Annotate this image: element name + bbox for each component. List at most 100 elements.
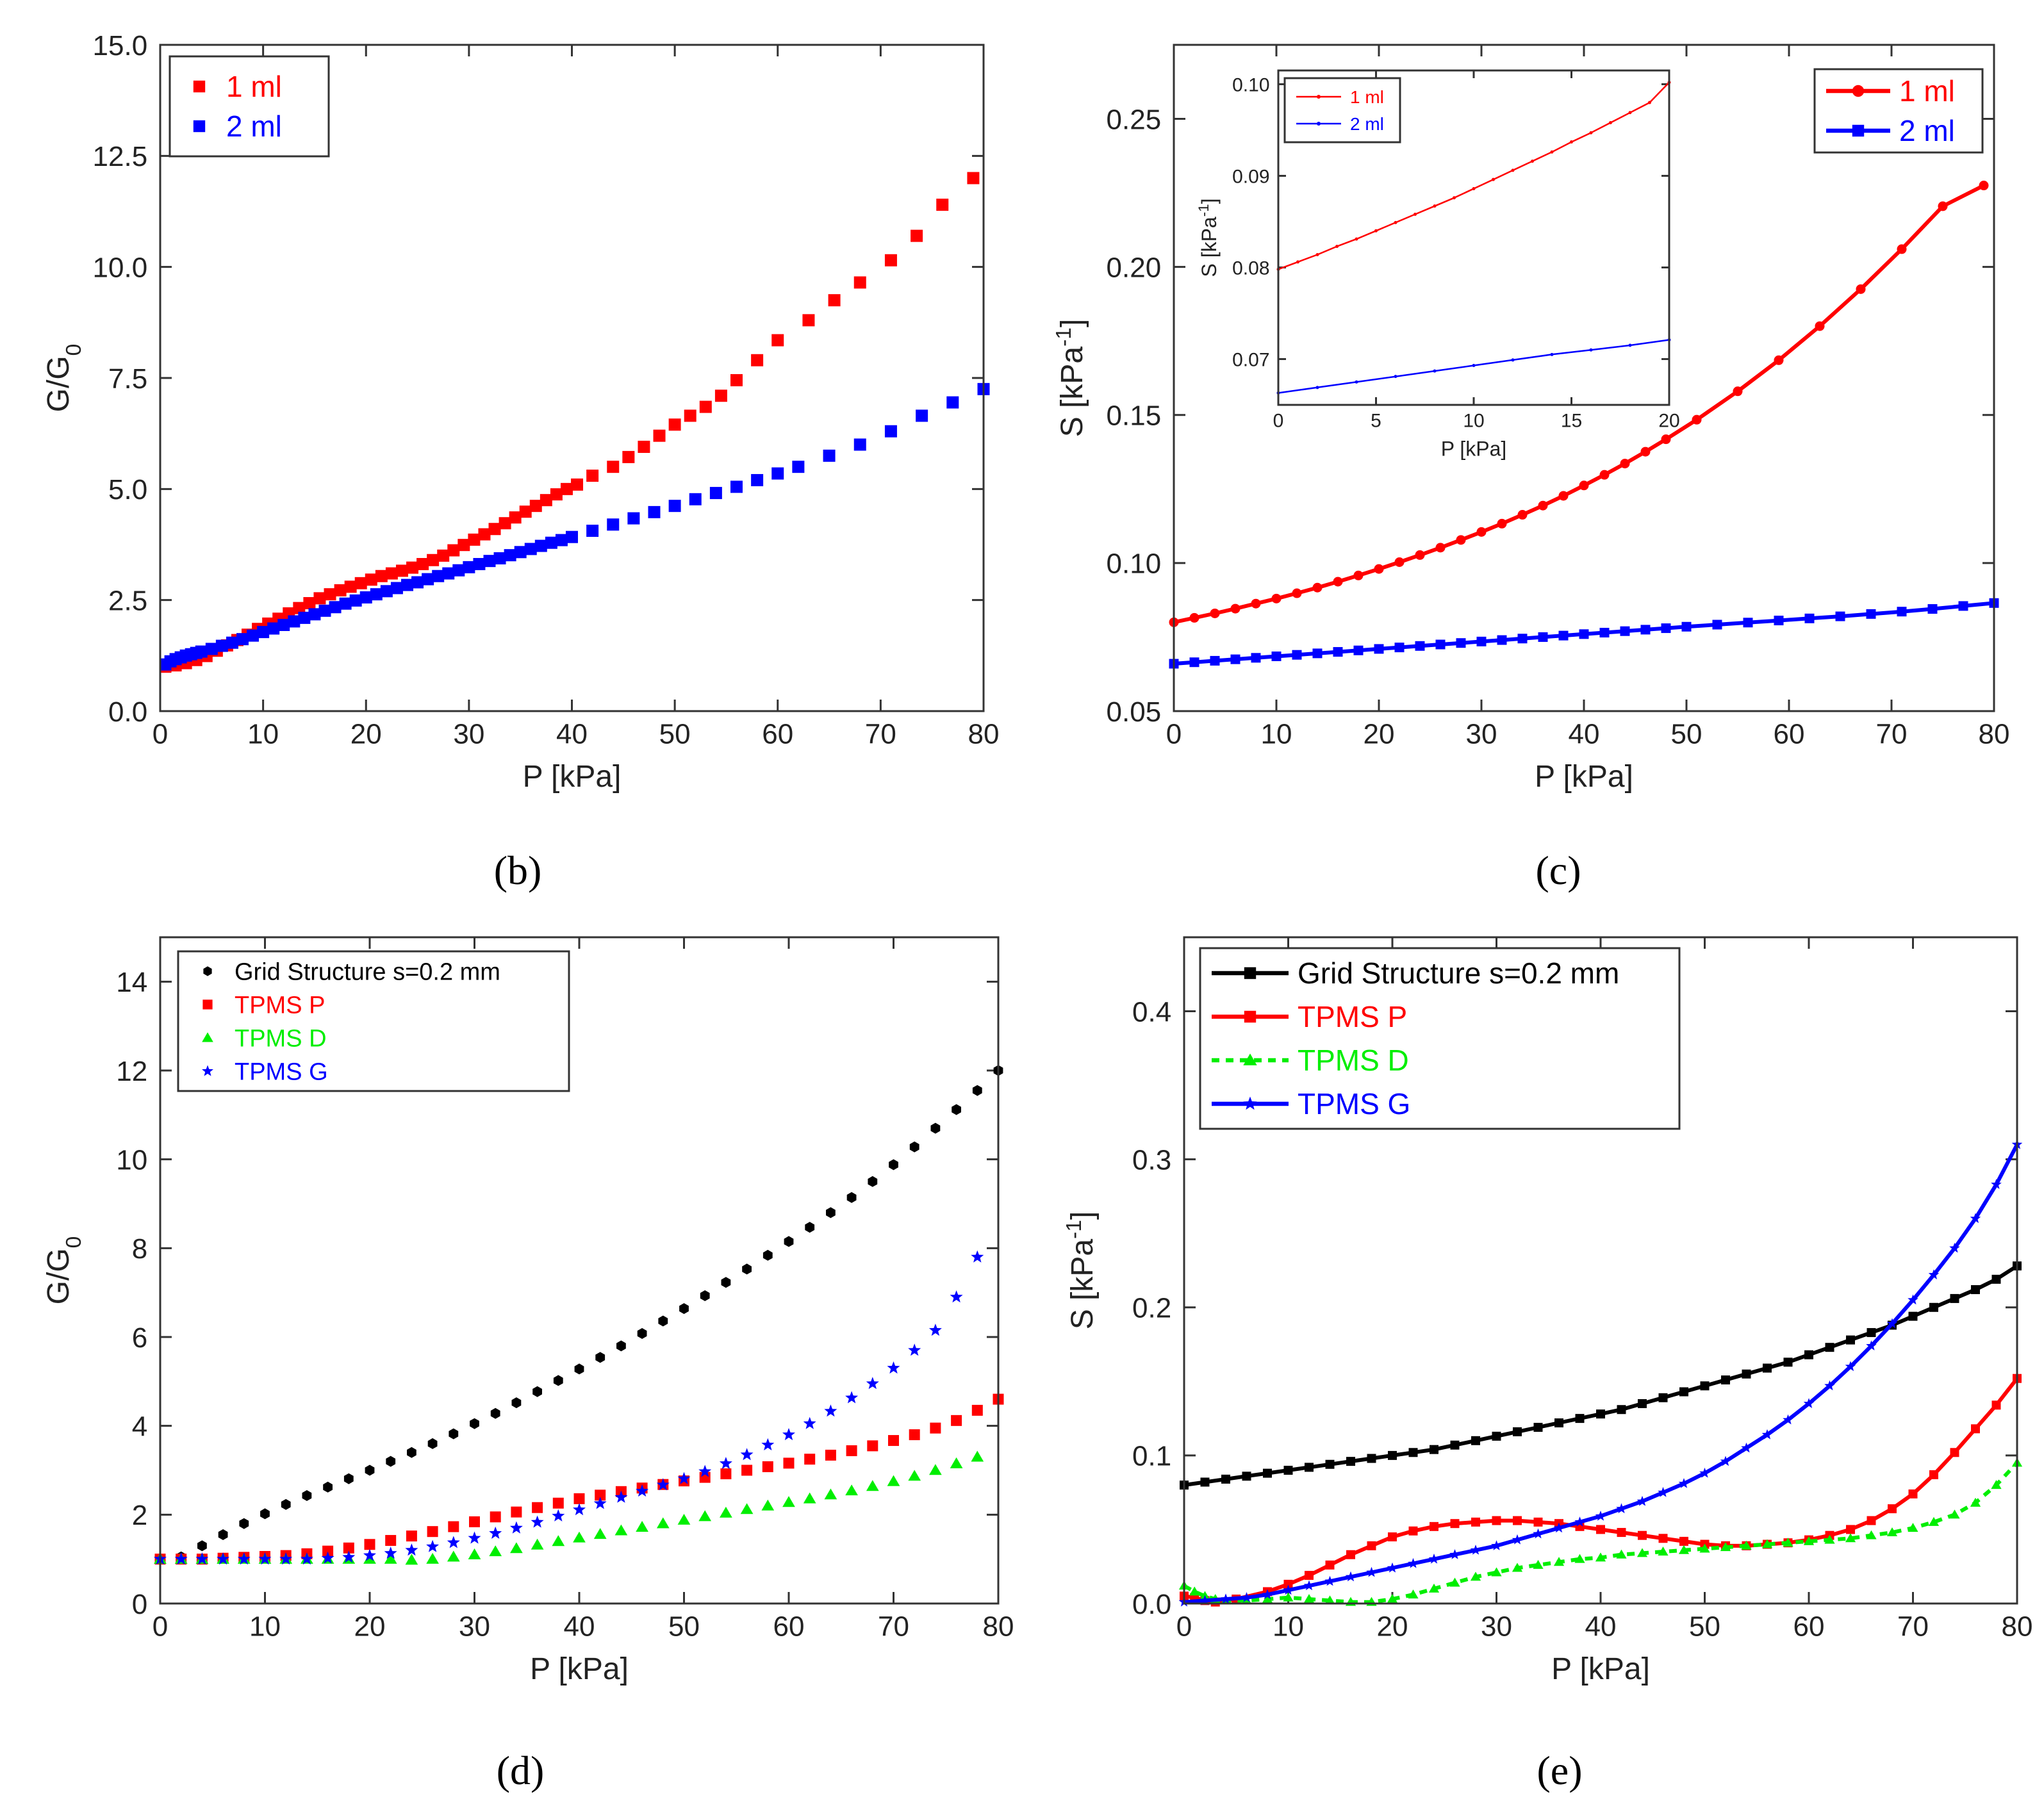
panel-e-y-tick-label: 0.1 (1132, 1441, 1171, 1472)
panel-e-data-point (1991, 1480, 2002, 1489)
panel-c-data-point (1897, 244, 1907, 254)
panel-b-data-point (483, 555, 496, 568)
panel-c-data-point (1210, 608, 1220, 618)
panel-e-data-point (1553, 1557, 1565, 1566)
panel-e-data-point (1678, 1478, 1690, 1488)
panel-d-legend-entry: TPMS P (202, 992, 325, 1019)
panel-e-data-point (1471, 1436, 1480, 1445)
panel-d-data-point (636, 1521, 648, 1532)
panel-c-legend-entry: 2 ml (1826, 114, 1955, 147)
panel-d-data-point (761, 1438, 775, 1450)
panel-c-inset-x-tick-label: 10 (1463, 411, 1484, 432)
panel-d-data-point (971, 1250, 984, 1263)
panel-b-data-point (853, 276, 866, 289)
panel-d-data-point (866, 1480, 879, 1491)
panel-c-inset-y-tick-label: 0.10 (1232, 74, 1269, 95)
panel-b-data-point (427, 554, 440, 566)
panel-d-data-point (552, 1497, 564, 1509)
panel-c-inset-axes-frame (1277, 69, 1670, 406)
panel-b-data-point (298, 611, 311, 624)
panel-b-data-point (586, 525, 599, 537)
panel-c-data-point (1681, 621, 1692, 632)
panel-e-x-tick-label: 20 (1377, 1611, 1408, 1643)
panel-b-x-tick-label: 70 (865, 719, 896, 750)
panel-c-data-point (1743, 618, 1753, 628)
panel-b-data-point (550, 488, 563, 501)
panel-d-data-point (470, 1418, 479, 1429)
panel-e-data-point (1575, 1414, 1585, 1423)
panel-e-data-point (1241, 1592, 1252, 1602)
panel-c-inset-legend-marker (1317, 95, 1321, 99)
panel-d-data-point (784, 1236, 794, 1247)
panel-b-data-point (375, 570, 388, 582)
panel-e-data-point (1783, 1358, 1793, 1367)
panel-d-data-point (930, 1122, 941, 1134)
panel-d-data-point (427, 1526, 438, 1538)
panel-d-data-point (239, 1518, 249, 1529)
panel-c-inset-data-point (1453, 196, 1456, 200)
panel-e-data-point (1596, 1409, 1605, 1419)
panel-b-data-point (967, 172, 980, 185)
panel-b-data-point (771, 334, 784, 347)
panel-d-data-point (950, 1457, 963, 1468)
panel-c-y-tick-label: 0.05 (1107, 696, 1162, 728)
panel-e-data-point (1658, 1487, 1669, 1497)
panel-c-series-1 (1169, 598, 1999, 669)
panel-d-data-point (677, 1513, 691, 1525)
panel-b-data-point (416, 558, 429, 571)
panel-e-data-point (1408, 1448, 1418, 1457)
panel-d-data-point (573, 1531, 586, 1543)
panel-b-data-point (380, 585, 393, 598)
panel-d-data-point (553, 1375, 563, 1386)
panel-d-x-tick-label: 0 (152, 1611, 168, 1643)
panel-e-data-point (1492, 1431, 1501, 1441)
panel-c-inset-y-axis-title-bracket: ] (1198, 198, 1221, 204)
panel-b-data-point (607, 461, 620, 473)
panel-e-data-point (1908, 1523, 1918, 1532)
panel-d-data-point (741, 1464, 753, 1476)
panel-b-data-point (916, 409, 928, 422)
panel-e-axes-frame (1183, 936, 2018, 1605)
panel-e-data-point (1658, 1393, 1668, 1402)
panel-b-data-point (488, 523, 501, 536)
panel-e-data-point (1408, 1589, 1419, 1599)
panel-d-data-point (510, 1542, 523, 1554)
panel-b-x-tick-label: 10 (247, 719, 279, 750)
panel-b-y-tick-label: 15.0 (93, 30, 148, 62)
panel-b-data-point (545, 536, 557, 549)
panel-d-data-point (950, 1290, 963, 1303)
panel-d-data-point (595, 1352, 606, 1363)
panel-e-x-tick-label: 0 (1176, 1611, 1192, 1643)
panel-b-data-point (911, 229, 923, 242)
panel-e-data-point (1679, 1387, 1688, 1397)
panel-c-inset-data-point (1628, 111, 1632, 115)
panel-d-legend: Grid Structure s=0.2 mm TPMS P TPMS D TPMS … (177, 950, 570, 1092)
panel-c-plot-area (1169, 181, 1999, 669)
panel-e-data-point (1866, 1530, 1877, 1539)
panel-e-data-point (1970, 1213, 1981, 1224)
panel-e-data-point (1388, 1450, 1397, 1460)
panel-d-data-point (637, 1328, 647, 1339)
panel-d-data-point (783, 1457, 795, 1469)
panel-d-y-tick-label: 10 (116, 1145, 147, 1176)
panel-c-data-point (1558, 491, 1569, 501)
panel-c-data-point (1312, 582, 1323, 593)
panel-c-inset-data-point (1511, 168, 1515, 172)
panel-b-data-point (493, 552, 506, 564)
panel-e-data-point (1449, 1577, 1460, 1587)
panel-b-series-0 (159, 172, 980, 673)
panel-e-data-point (1533, 1528, 1544, 1539)
panel-e-label: (e) (1537, 1748, 1582, 1793)
panel-d-data-point (260, 1508, 270, 1520)
panel-e-x-tick-label: 70 (1897, 1611, 1929, 1643)
panel-c-data-point (1815, 321, 1825, 331)
panel-b-data-point (437, 549, 450, 562)
panel-c-data-point (1189, 657, 1199, 668)
panel-d-data-point (447, 1550, 460, 1562)
panel-e-data-point (1387, 1562, 1398, 1573)
panel-d-data-point (574, 1363, 584, 1375)
panel-b-legend-label: 2 ml (226, 110, 282, 143)
panel-c-y-axis-title-bracket: ] (1055, 319, 1089, 327)
panel-c-data-point (1394, 557, 1405, 568)
